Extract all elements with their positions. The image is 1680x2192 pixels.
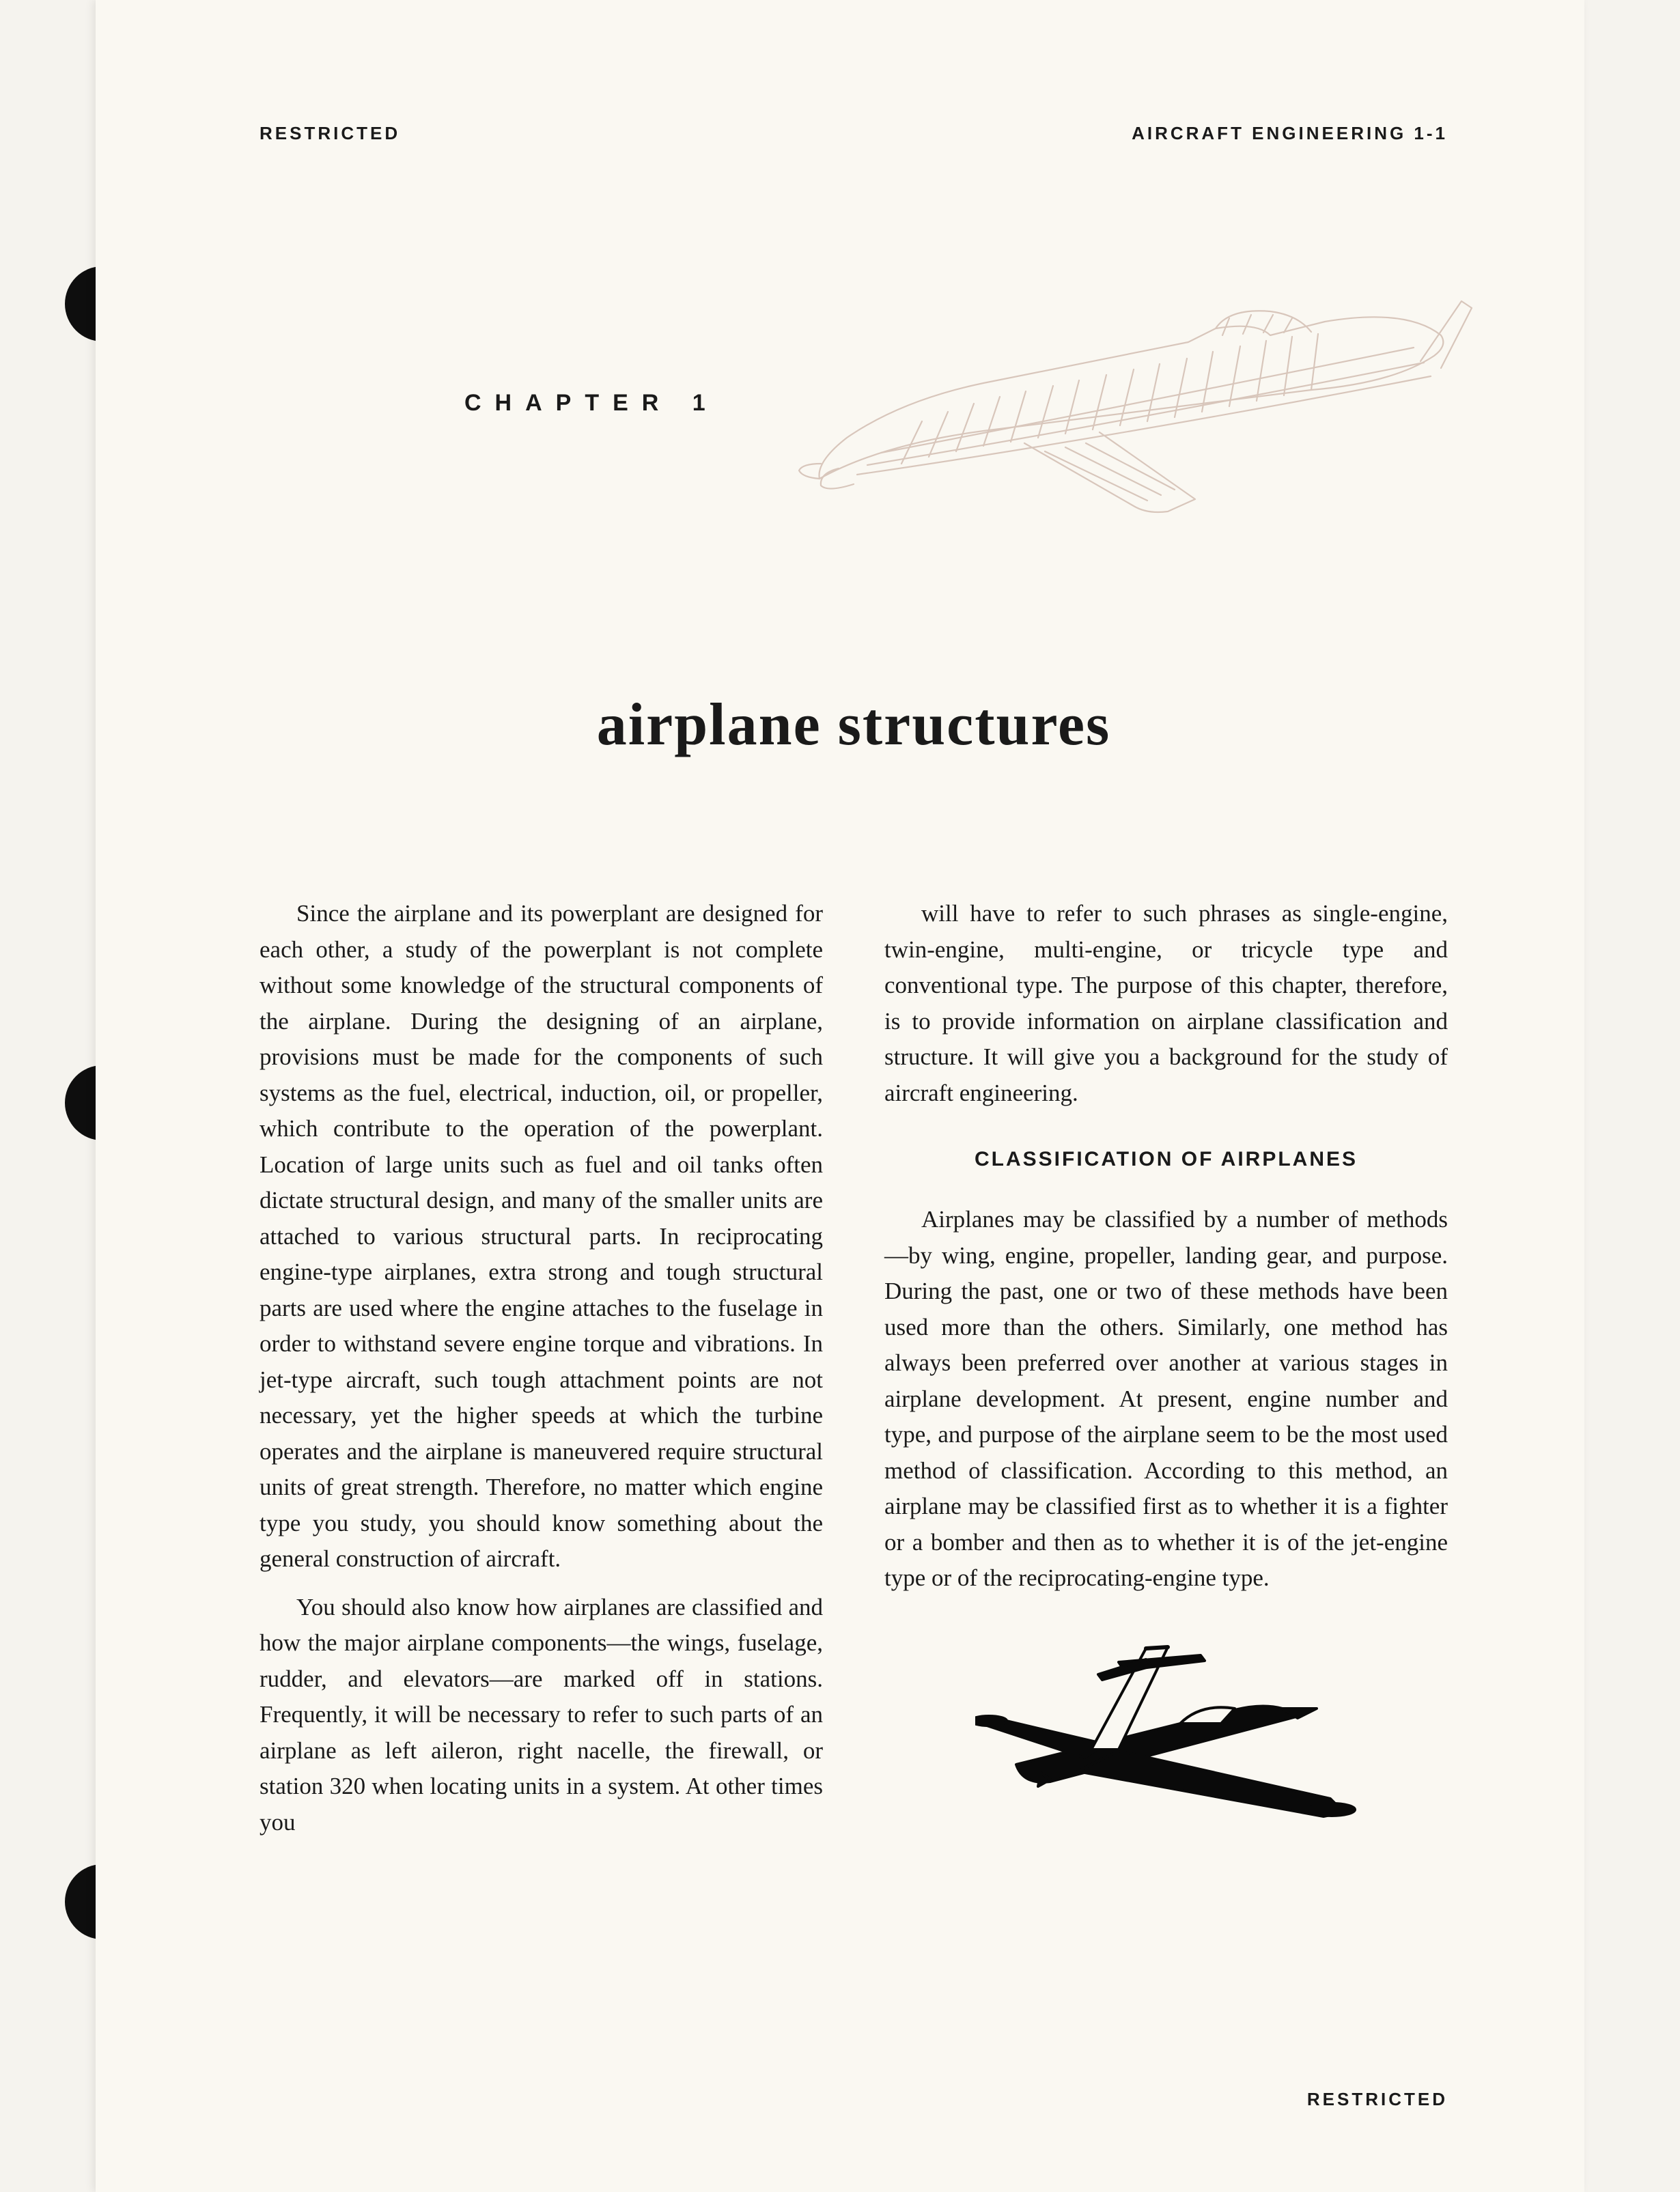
body-columns: Since the airplane and its powerplant ar… xyxy=(260,896,1448,1853)
page-header: RESTRICTED AIRCRAFT ENGINEERING 1-1 xyxy=(260,123,1448,144)
page: RESTRICTED AIRCRAFT ENGINEERING 1-1 CHAP… xyxy=(96,0,1584,2192)
column-right: will have to refer to such phrases as si… xyxy=(884,896,1448,1853)
right-paragraph-2: Airplanes may be classified by a number … xyxy=(884,1202,1448,1597)
left-paragraph-1: Since the airplane and its powerplant ar… xyxy=(260,896,823,1577)
chapter-title: airplane structures xyxy=(260,690,1448,759)
chapter-row: CHAPTER 1 xyxy=(260,322,1448,540)
aircraft-cutaway-illustration xyxy=(779,281,1475,567)
chapter-label: CHAPTER 1 xyxy=(464,390,719,417)
section-heading-classification: CLASSIFICATION OF AIRPLANES xyxy=(884,1144,1448,1175)
header-left: RESTRICTED xyxy=(260,123,400,144)
column-left: Since the airplane and its powerplant ar… xyxy=(260,896,823,1853)
right-paragraph-1: will have to refer to such phrases as si… xyxy=(884,896,1448,1111)
header-right: AIRCRAFT ENGINEERING 1-1 xyxy=(1132,123,1448,144)
page-footer: RESTRICTED xyxy=(1307,2089,1448,2110)
jet-aircraft-illustration xyxy=(975,1621,1358,1840)
left-paragraph-2: You should also know how airplanes are c… xyxy=(260,1590,823,1841)
